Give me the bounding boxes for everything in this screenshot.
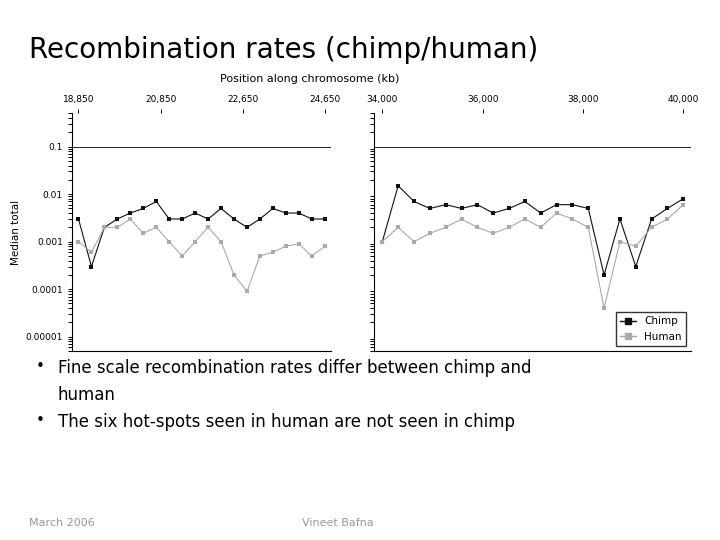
Text: human: human [58, 386, 115, 404]
Text: Position along chromosome (kb): Position along chromosome (kb) [220, 73, 400, 84]
Text: •: • [36, 359, 45, 374]
Y-axis label: Median total: Median total [12, 200, 22, 265]
Text: Fine scale recombination rates differ between chimp and: Fine scale recombination rates differ be… [58, 359, 531, 377]
Text: •: • [36, 413, 45, 428]
Text: March 2006: March 2006 [29, 518, 94, 529]
Text: Recombination rates (chimp/human): Recombination rates (chimp/human) [29, 37, 538, 64]
Legend: Chimp, Human: Chimp, Human [616, 312, 686, 346]
Text: Vineet Bafna: Vineet Bafna [302, 518, 374, 529]
Text: The six hot-spots seen in human are not seen in chimp: The six hot-spots seen in human are not … [58, 413, 515, 431]
